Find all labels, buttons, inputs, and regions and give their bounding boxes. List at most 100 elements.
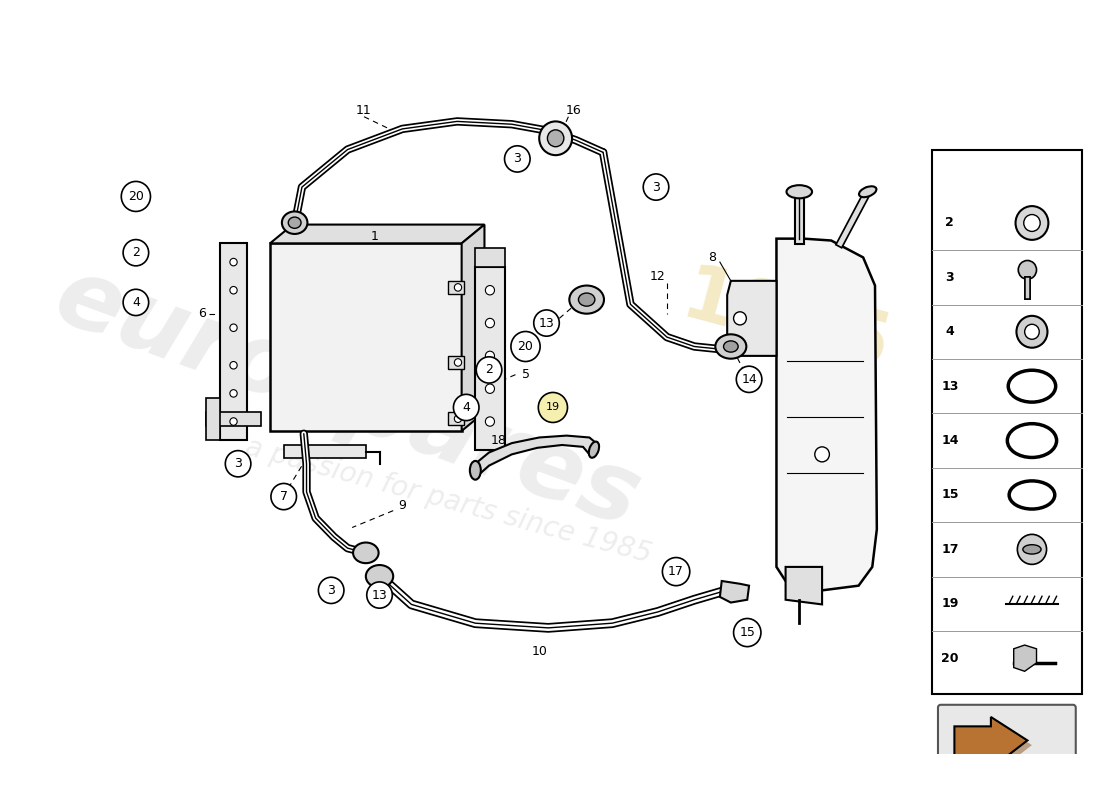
Bar: [940, 778, 1072, 800]
Circle shape: [485, 384, 495, 394]
Text: 13: 13: [539, 317, 554, 330]
Text: a passion for parts since 1985: a passion for parts since 1985: [242, 434, 654, 569]
Text: 13: 13: [372, 589, 387, 602]
Circle shape: [815, 447, 829, 462]
Ellipse shape: [1013, 430, 1052, 452]
Text: 15: 15: [739, 626, 756, 639]
Circle shape: [230, 390, 238, 397]
Circle shape: [230, 324, 238, 331]
Ellipse shape: [353, 542, 378, 563]
Text: 6: 6: [198, 307, 206, 320]
Text: 19: 19: [546, 402, 560, 413]
Circle shape: [454, 284, 462, 291]
Circle shape: [454, 415, 462, 422]
Circle shape: [1018, 534, 1046, 564]
Circle shape: [230, 418, 238, 426]
Ellipse shape: [1008, 424, 1057, 458]
Text: 20: 20: [518, 340, 534, 353]
Text: 20: 20: [942, 652, 958, 665]
Text: 3: 3: [652, 181, 660, 194]
Circle shape: [123, 239, 148, 266]
Ellipse shape: [282, 211, 307, 234]
Ellipse shape: [1014, 376, 1050, 397]
Circle shape: [476, 357, 502, 383]
Circle shape: [1016, 316, 1047, 348]
Circle shape: [121, 182, 151, 211]
Circle shape: [534, 310, 559, 336]
Bar: [475, 266, 505, 450]
Circle shape: [510, 331, 540, 362]
Text: 2: 2: [946, 217, 954, 230]
Polygon shape: [777, 238, 877, 590]
Polygon shape: [959, 722, 1032, 774]
Bar: [220, 243, 248, 440]
Text: 4: 4: [132, 296, 140, 309]
Circle shape: [1025, 324, 1040, 339]
Circle shape: [230, 286, 238, 294]
Ellipse shape: [366, 565, 393, 587]
Ellipse shape: [786, 185, 812, 198]
Bar: [448, 356, 464, 369]
Text: 3: 3: [514, 153, 521, 166]
Circle shape: [1015, 206, 1048, 240]
Circle shape: [1019, 261, 1036, 279]
Ellipse shape: [588, 442, 600, 458]
Polygon shape: [475, 436, 598, 478]
Ellipse shape: [1009, 481, 1055, 509]
Bar: [206, 398, 220, 440]
Circle shape: [548, 130, 564, 146]
Circle shape: [230, 258, 238, 266]
Bar: [270, 243, 462, 431]
Bar: [448, 281, 464, 294]
Text: 20: 20: [128, 190, 144, 203]
Circle shape: [454, 358, 462, 366]
Text: 9: 9: [398, 499, 406, 513]
Circle shape: [485, 286, 495, 295]
Circle shape: [734, 312, 746, 325]
Text: 12: 12: [650, 270, 666, 282]
Circle shape: [736, 366, 762, 393]
Text: 3: 3: [946, 271, 954, 284]
Polygon shape: [1014, 645, 1036, 671]
Polygon shape: [955, 717, 1027, 769]
Text: 17: 17: [942, 543, 958, 556]
Bar: [284, 445, 366, 458]
Text: 2: 2: [132, 246, 140, 259]
Text: 2: 2: [485, 363, 493, 377]
Bar: [448, 412, 464, 426]
Text: 4: 4: [462, 401, 470, 414]
Text: 1985: 1985: [673, 260, 898, 386]
Polygon shape: [719, 581, 749, 602]
Ellipse shape: [570, 286, 604, 314]
Circle shape: [453, 394, 478, 421]
Text: 16: 16: [566, 104, 582, 117]
Ellipse shape: [470, 461, 481, 480]
Ellipse shape: [1023, 545, 1041, 554]
Text: 1: 1: [371, 230, 378, 243]
Text: 15: 15: [942, 489, 958, 502]
Text: 10: 10: [531, 645, 547, 658]
Circle shape: [485, 351, 495, 361]
Text: 11: 11: [356, 104, 372, 117]
Bar: [475, 248, 505, 266]
Text: 117 03: 117 03: [972, 785, 1042, 800]
Circle shape: [226, 450, 251, 477]
Text: 3: 3: [327, 584, 336, 597]
Bar: [932, 150, 1082, 694]
Circle shape: [734, 618, 761, 646]
Text: 7: 7: [279, 490, 288, 503]
Ellipse shape: [579, 293, 595, 306]
Text: 19: 19: [942, 598, 958, 610]
Circle shape: [485, 417, 495, 426]
Text: 14: 14: [741, 373, 757, 386]
Circle shape: [644, 174, 669, 200]
Polygon shape: [270, 225, 484, 243]
Circle shape: [505, 146, 530, 172]
Circle shape: [230, 362, 238, 369]
Circle shape: [662, 558, 690, 586]
Circle shape: [123, 290, 148, 315]
Text: eurospares: eurospares: [43, 249, 652, 547]
Ellipse shape: [715, 334, 746, 358]
Circle shape: [366, 582, 393, 608]
Text: 5: 5: [521, 368, 529, 381]
